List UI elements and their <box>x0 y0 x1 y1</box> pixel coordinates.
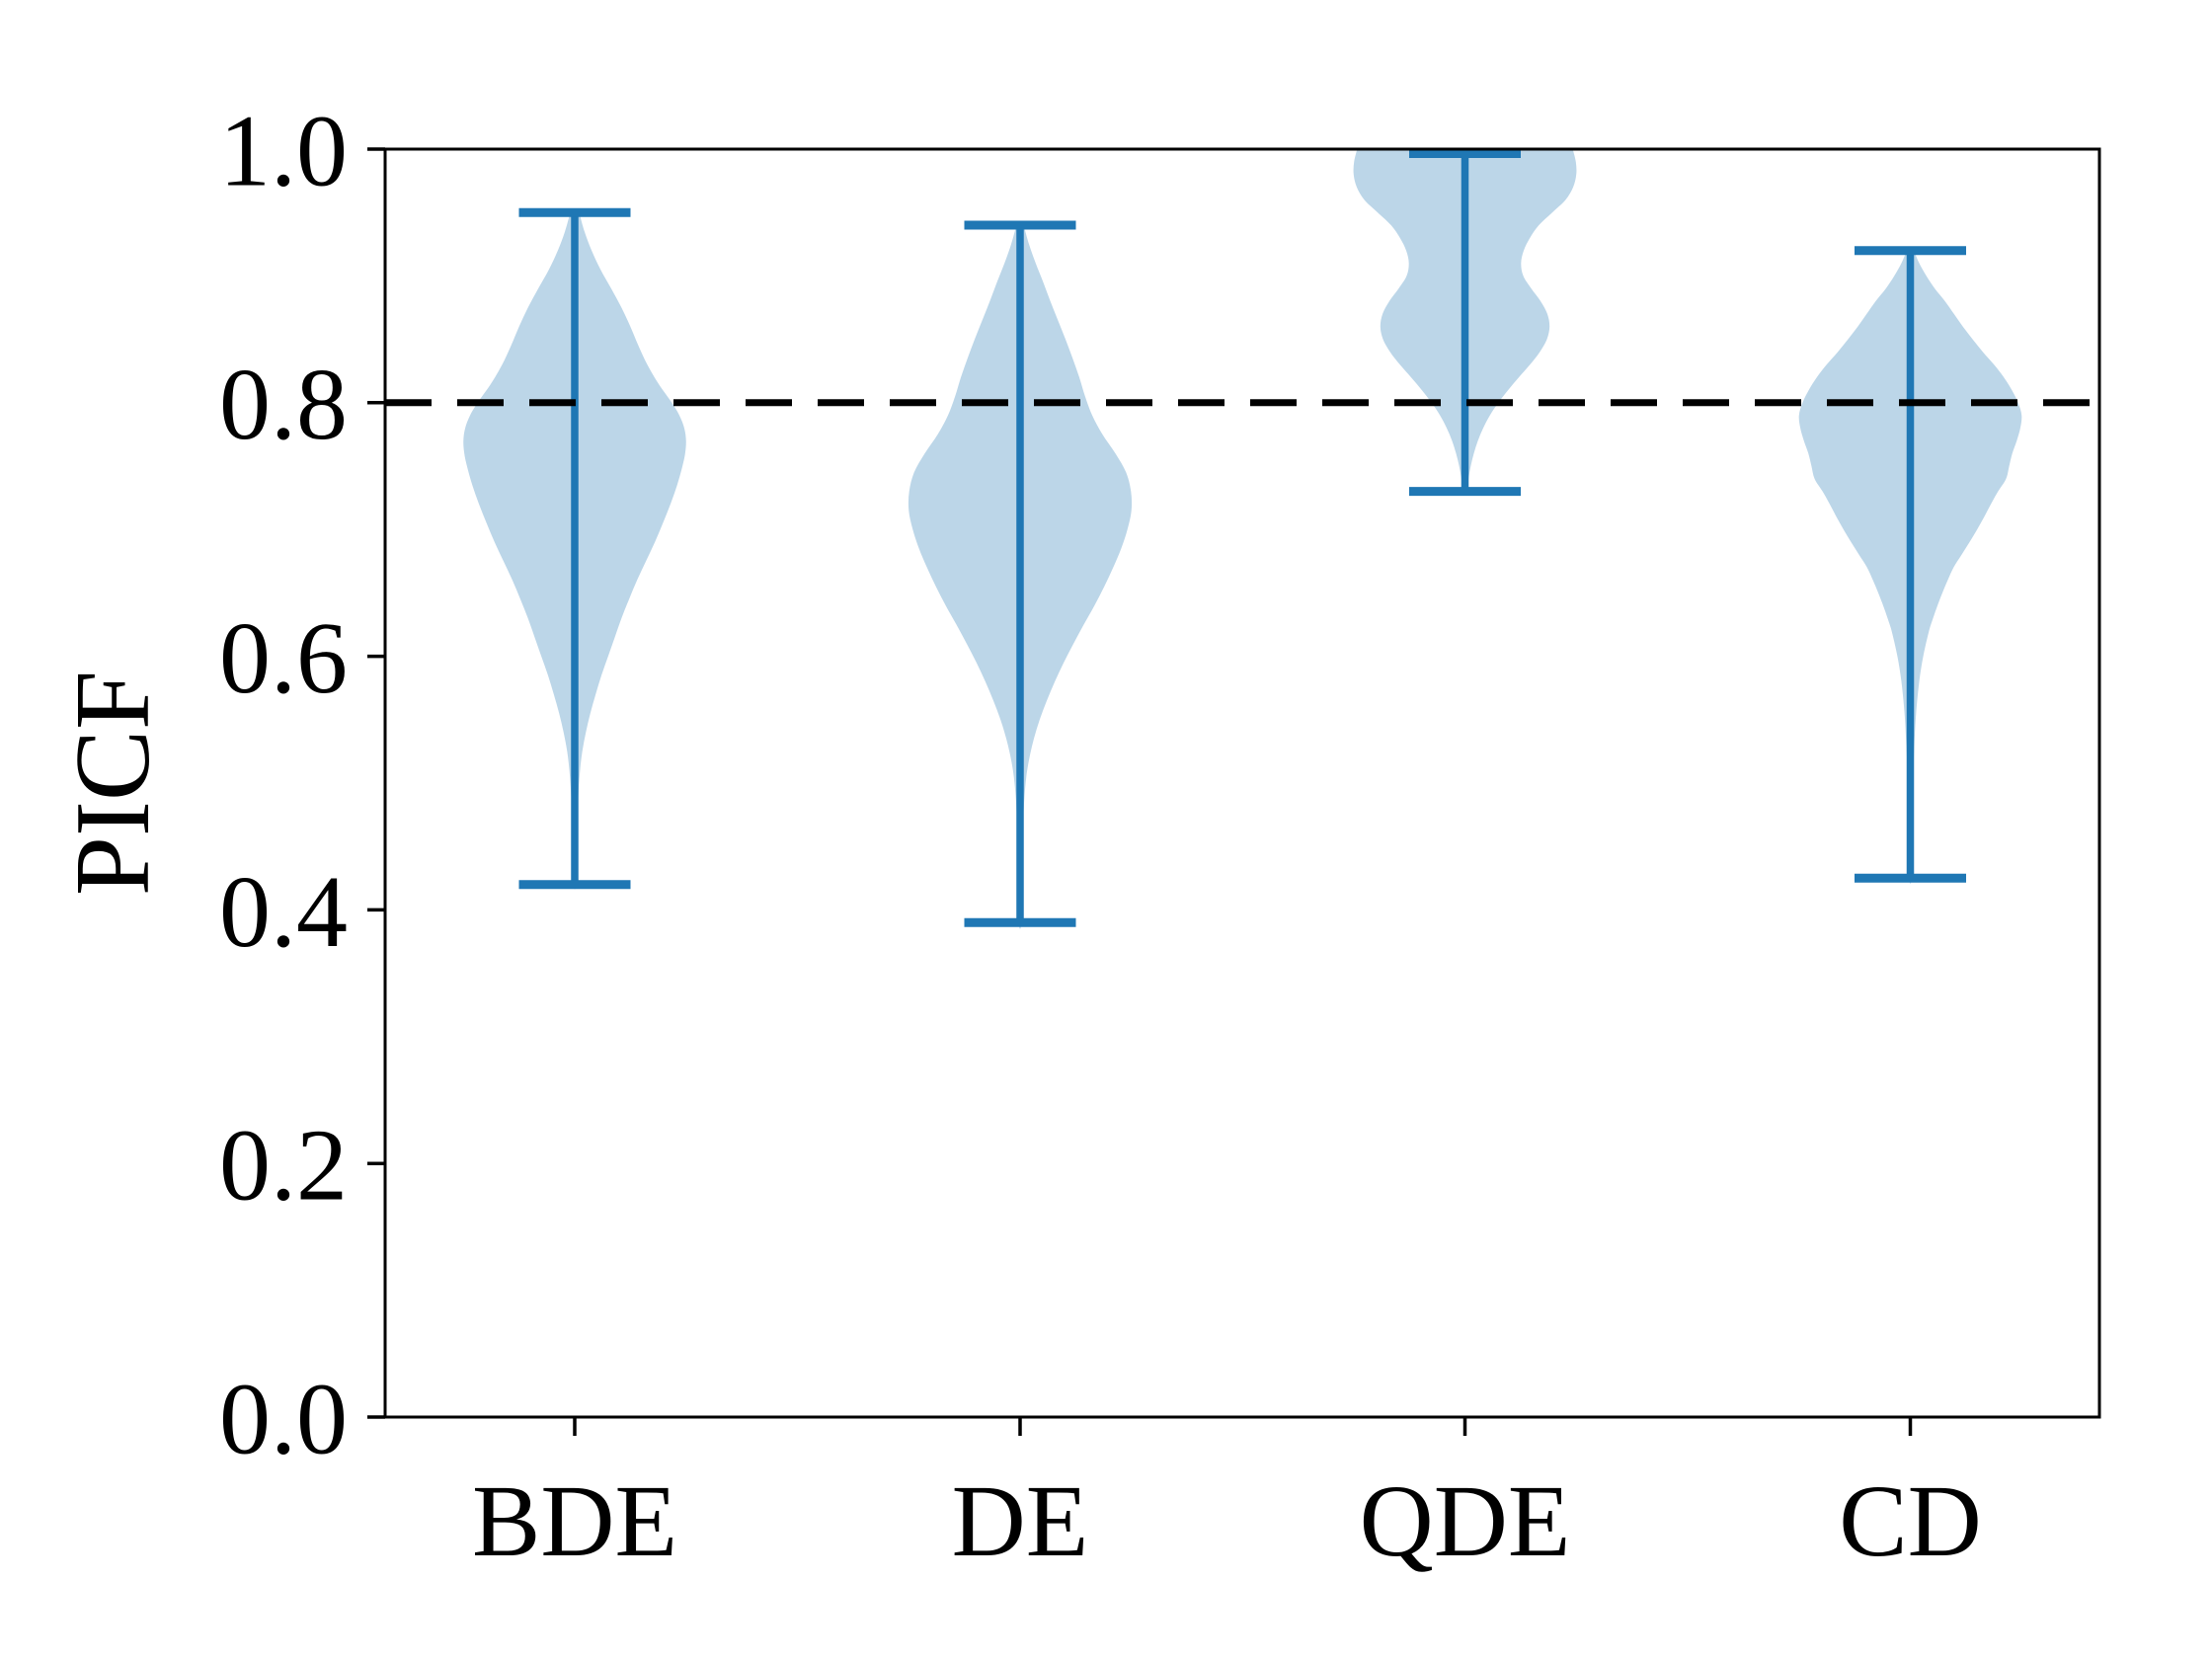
y-tick-label: 0.0 <box>219 1362 348 1475</box>
y-tick-label: 0.4 <box>219 855 348 969</box>
y-axis-ticks <box>367 147 385 1419</box>
violin-cd <box>1798 246 2022 884</box>
y-tick-label: 0.6 <box>219 601 348 715</box>
x-category-label: DE <box>952 1464 1089 1578</box>
violin-de <box>908 220 1133 929</box>
y-tick-label: 0.8 <box>219 348 348 461</box>
y-tick-label: 1.0 <box>219 94 348 207</box>
x-category-label: BDE <box>472 1464 677 1578</box>
violin-bde <box>463 207 686 890</box>
y-tick-label: 0.2 <box>219 1109 348 1223</box>
axes-box <box>383 147 2101 1419</box>
x-axis-labels: BDE DE QDE CD <box>472 1464 1982 1578</box>
x-category-label: QDE <box>1360 1464 1571 1578</box>
x-category-label: CD <box>1839 1464 1981 1578</box>
violins-layer <box>463 149 2022 929</box>
y-axis-labels: 0.0 0.2 0.4 0.6 0.8 1.0 <box>219 94 348 1475</box>
x-axis-ticks <box>573 1417 1913 1436</box>
violin-qde <box>1353 149 1577 497</box>
y-axis-title: PICF <box>54 671 172 896</box>
